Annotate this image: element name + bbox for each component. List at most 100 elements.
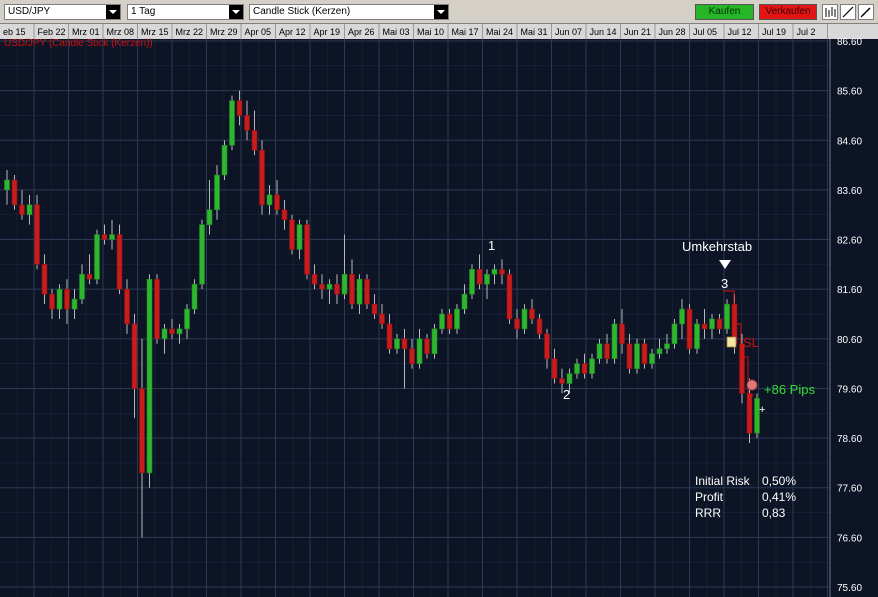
chart-background [0,24,878,597]
price-tick-label: 82.60 [837,236,862,247]
candle-body-down [139,388,145,474]
candle-body-down [379,313,385,325]
candle-body-down [364,278,370,305]
price-tick-label: 86.60 [837,37,862,48]
candle-body-up [484,273,490,285]
candle [439,309,445,334]
candle [296,219,303,260]
symbol-select[interactable]: USD/JPY [4,4,121,20]
candle [401,328,408,389]
candle [626,333,633,374]
candle [664,333,670,354]
buy-button[interactable]: Kaufen [695,4,754,20]
candle [589,353,595,379]
date-tick-label: Mrz 29 [210,27,238,37]
pips-label: +86 Pips [764,382,815,397]
candle [49,289,55,319]
symbol-select-value: USD/JPY [8,6,51,17]
candle-body-up [671,323,678,345]
line-tool[interactable] [840,4,856,20]
candle-body-up [191,283,198,310]
candle [596,338,603,364]
date-tick-label: Apr 26 [348,27,375,37]
wave-point-3: 3 [721,276,728,291]
candle [559,368,565,394]
candle-body-down [544,333,550,359]
chevron-down-icon[interactable] [106,5,120,19]
candle [371,294,378,319]
chevron-down-icon[interactable] [229,5,243,19]
candle [184,304,190,339]
candle-body-down [131,323,138,389]
candle-body-up [79,273,85,300]
candle [656,338,663,359]
candle-body-up [229,100,235,146]
candle-body-down [154,278,160,340]
candle-body-up [214,174,220,211]
candle-body-up [634,343,640,369]
candle-body-up [611,323,618,359]
stat-label-initial-risk: Initial Risk [695,474,751,488]
candle-body-down [529,308,535,320]
candle [139,338,145,538]
candle-body-up [574,363,580,374]
candle [484,269,490,300]
date-axis: eb 15 Feb 22 Mrz 01 Mrz 08 Mrz 15 Mrz 22 Mrz 2… [0,24,878,39]
candle-body-down [319,283,325,290]
candle [169,318,175,339]
candle-body-up [439,313,445,330]
candle-body-up [664,343,670,350]
candle-body-up [589,358,595,374]
candle [71,289,78,319]
chart-canvas[interactable]: eb 15 Feb 22 Mrz 01 Mrz 08 Mrz 15 Mrz 22 Mrz 2… [0,24,878,597]
price-tick-label: 81.60 [837,285,862,296]
chevron-down-icon[interactable] [434,5,448,19]
sell-button[interactable]: Verkaufen [759,4,817,20]
candle-body-down [746,393,753,434]
candle-body-down [304,224,310,275]
stop-loss-label: SL [743,335,759,350]
candle-body-up [461,293,468,310]
date-tick-label: Feb 22 [38,27,66,37]
pen-tool[interactable] [858,4,874,20]
candle [574,358,580,379]
wave-point-2: 2 [563,387,570,402]
candle [274,179,280,215]
bar-chart-tool[interactable] [822,4,838,20]
price-chart[interactable]: eb 15 Feb 22 Mrz 01 Mrz 08 Mrz 15 Mrz 22 Mrz 2… [0,24,878,597]
candle-body-up [266,194,273,206]
candle [386,314,393,354]
candle [649,348,655,369]
candle-body-down [619,323,625,345]
candle [521,304,528,334]
date-tick-label: Mai 17 [452,27,479,37]
candle [671,318,678,349]
price-axis-labels: 75.60 76.60 77.60 78.60 79.60 80.60 81.60 82.60… [829,37,862,597]
timeframe-select[interactable]: 1 Tag [127,4,244,20]
date-tick-label: Apr 19 [314,27,341,37]
bar-chart-icon [825,7,836,17]
candle-body-up [491,269,498,275]
candle [176,323,183,344]
candle-body-up [694,323,700,350]
candle [716,314,723,334]
candle [461,284,468,314]
candle [499,259,505,285]
candle [131,314,138,419]
candle [394,333,400,354]
candle-body-down [701,323,708,330]
candle [34,194,40,270]
candle-body-up [469,269,475,295]
exit-marker-icon [746,379,758,391]
date-tick-label: Mai 31 [521,27,548,37]
candle [311,264,318,290]
candle [739,333,745,404]
candle-body-down [49,293,55,310]
candle [221,140,228,180]
candle [11,175,18,210]
candle-body-down [506,273,513,320]
candle-body-down [101,234,108,240]
candle [64,279,70,324]
candle-body-down [289,219,295,250]
chart-style-select[interactable]: Candle Stick (Kerzen) [249,4,449,20]
